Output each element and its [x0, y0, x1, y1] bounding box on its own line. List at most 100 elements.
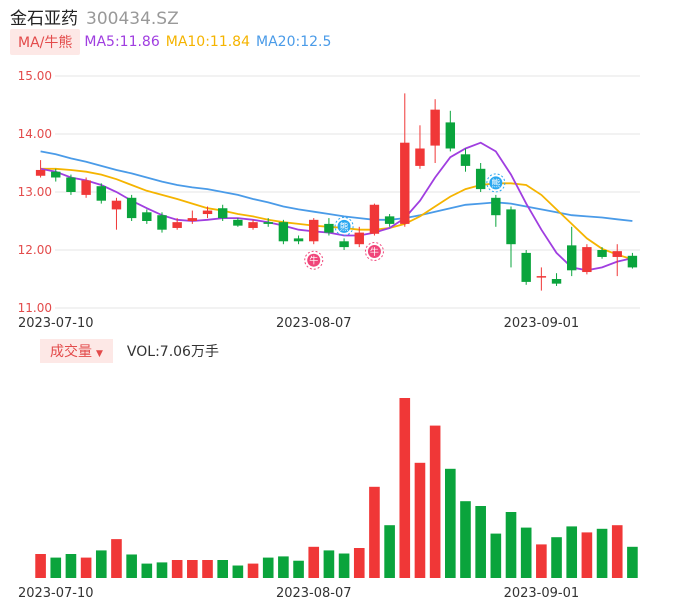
candle-body	[354, 232, 364, 245]
marker-ring	[304, 250, 324, 270]
bull-marker-icon: 牛	[304, 250, 324, 270]
candle	[369, 203, 380, 236]
volume-indicator-selector[interactable]: 成交量 ▼	[40, 339, 113, 363]
candle	[51, 168, 61, 182]
bull-marker-icon: 牛	[364, 242, 384, 261]
volume-selector-label: 成交量	[50, 344, 92, 360]
candle-body	[142, 212, 152, 221]
volume-bar	[399, 398, 411, 578]
volume-bar	[551, 537, 562, 578]
marker-glyph: 牛	[309, 255, 318, 267]
ma-indicator-selector[interactable]: MA/牛熊	[10, 29, 81, 55]
candle-body	[96, 186, 106, 201]
marker-dot	[489, 176, 503, 190]
candle-body	[627, 255, 638, 268]
candle	[460, 148, 471, 172]
candle	[521, 250, 531, 285]
candle-body	[460, 154, 471, 166]
y-tick-label: 13.00	[18, 185, 52, 199]
caret-down-icon: ▼	[96, 349, 103, 359]
candle	[339, 238, 349, 250]
volume-legend: 成交量 ▼ VOL:7.06万手	[40, 339, 219, 363]
candle	[263, 218, 273, 227]
candle	[233, 218, 243, 227]
ma10-line	[40, 167, 633, 261]
volume-bar	[323, 550, 335, 578]
volume-bar	[581, 532, 593, 578]
candle-body	[582, 247, 592, 273]
volume-bar	[262, 557, 274, 578]
candle	[612, 244, 622, 277]
volume-bar	[536, 544, 547, 578]
volume-bar	[232, 565, 244, 578]
candle-body	[202, 210, 213, 215]
volume-bar	[611, 525, 623, 578]
volume-bar	[596, 528, 608, 578]
candle	[217, 204, 228, 221]
stock-code: 300434.SZ	[86, 9, 179, 29]
marker-dot	[307, 253, 321, 267]
x-tick-label: 2023-09-01	[504, 316, 580, 331]
volume-bars	[35, 398, 638, 578]
candle-body	[263, 222, 273, 224]
candle-body	[521, 252, 531, 282]
y-tick-label: 15.00	[18, 69, 52, 83]
volume-bar	[141, 563, 153, 578]
volume-bar	[293, 560, 304, 578]
candle-body	[491, 197, 501, 216]
candle-body	[536, 276, 547, 278]
volume-bar	[369, 486, 380, 578]
candle-body	[339, 241, 349, 248]
candle	[66, 174, 76, 195]
candle-body	[293, 238, 304, 242]
y-tick-label: 14.00	[18, 127, 52, 141]
candle	[445, 110, 456, 152]
x-tick-label: 2023-07-10	[18, 316, 94, 331]
candle-body	[248, 222, 258, 228]
marker-glyph: 牛	[370, 246, 379, 258]
candle	[506, 206, 516, 268]
volume-bar	[414, 462, 426, 578]
price-date-labels: 2023-07-10 2023-08-07 2023-09-01	[18, 316, 579, 331]
ma-lines	[40, 141, 633, 272]
x-tick-label: 2023-09-01	[504, 586, 580, 601]
volume-value: VOL:7.06万手	[126, 344, 219, 360]
candle	[96, 183, 106, 204]
volume-bar	[490, 533, 502, 578]
volume-bar	[338, 553, 350, 578]
ma5-legend: MA5:11.86	[84, 34, 160, 50]
candle	[202, 206, 213, 219]
volume-bar	[95, 550, 107, 578]
volume-bar	[187, 560, 198, 578]
volume-bar	[35, 554, 46, 578]
marker-glyph: 熊	[491, 177, 500, 189]
y-tick-label: 12.00	[18, 243, 52, 257]
candle-body	[430, 109, 440, 146]
marker-ring	[334, 216, 354, 236]
volume-bar	[353, 548, 365, 578]
candle	[35, 160, 46, 178]
volume-bar	[627, 546, 638, 578]
marker-glyph: 熊	[340, 221, 349, 233]
marker-ring	[364, 242, 384, 261]
candle-body	[278, 222, 289, 242]
candle	[126, 194, 137, 221]
candle	[354, 226, 364, 248]
candle	[142, 209, 152, 224]
volume-bar	[50, 557, 62, 578]
candle-body	[384, 216, 395, 224]
y-tick-label: 11.00	[18, 301, 52, 315]
candle-body	[369, 204, 380, 234]
x-tick-label: 2023-08-07	[276, 586, 352, 601]
price-axis-labels: 15.00 14.00 13.00 12.00 11.00	[18, 69, 52, 315]
candle	[400, 93, 410, 227]
candle-body	[81, 180, 91, 195]
volume-bar	[247, 563, 259, 578]
volume-bar	[171, 560, 183, 578]
candle-body	[51, 171, 61, 178]
candle	[81, 177, 91, 198]
candle-body	[35, 169, 46, 176]
volume-bar	[156, 562, 168, 578]
